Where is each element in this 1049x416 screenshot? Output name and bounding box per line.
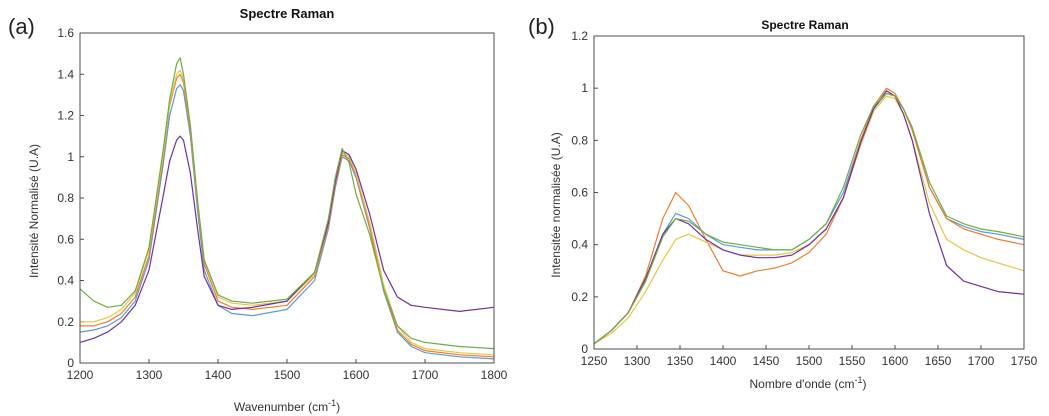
y-tick-label-b: 0.4 (571, 238, 588, 252)
panel-label-a: (a) (8, 14, 35, 39)
y-tick-label-b: 1 (581, 81, 588, 95)
y-tick-label-a: 1.2 (57, 109, 74, 123)
x-tick-label-a: 1400 (205, 368, 232, 382)
plot-frame-a (79, 32, 495, 364)
y-tick-label-b: 0 (581, 342, 588, 356)
x-tick-label-a: 1800 (481, 368, 508, 382)
plot-frame-b (593, 35, 1025, 350)
x-tick-label-b: 1300 (624, 354, 651, 368)
y-tick-label-b: 0.6 (571, 186, 588, 200)
x-tick-label-b: 1650 (925, 354, 952, 368)
x-tick-label-b: 1400 (710, 354, 737, 368)
series-line-a-1 (79, 83, 495, 360)
x-tick-label-a: 1300 (136, 368, 163, 382)
chart-panel-a: (a) Spectre Raman Intensité Normalisé (U… (8, 6, 508, 414)
x-tick-label-b: 1350 (667, 354, 694, 368)
x-tick-label-b: 1600 (882, 354, 909, 368)
x-tick-label-a: 1200 (67, 368, 94, 382)
chart-panel-b: (b) Spectre Raman Intensitée normalisée … (528, 14, 1038, 391)
series-line-a-3 (80, 69, 495, 356)
panel-label-b: (b) (528, 14, 555, 39)
series-line-b-5 (593, 92, 1025, 345)
series-line-b-2 (593, 87, 1025, 345)
y-tick-label-b: 1.2 (571, 29, 588, 43)
x-tick-label-b: 1550 (839, 354, 866, 368)
x-axis-label-a: Wavenumber (cm-1) (234, 398, 340, 414)
chart-title-b: Spectre Raman (761, 18, 848, 32)
y-tick-label-a: 1 (67, 150, 74, 164)
series-line-b-4 (593, 90, 1025, 345)
y-tick-label-a: 0.4 (57, 274, 74, 288)
x-tick-label-a: 1700 (412, 368, 439, 382)
series-line-a-4 (79, 135, 495, 343)
y-tick-label-b: 0.2 (571, 290, 588, 304)
x-tick-label-a: 1500 (274, 368, 301, 382)
y-tick-label-a: 0 (67, 356, 74, 370)
y-tick-label-a: 1.4 (57, 67, 74, 81)
x-tick-label-a: 1600 (343, 368, 370, 382)
x-tick-label-b: 1250 (581, 354, 608, 368)
x-axis-label-b: Nombre d'onde (cm-1) (749, 375, 866, 391)
y-tick-label-b: 0.8 (571, 133, 588, 147)
series-line-b-1 (593, 92, 1025, 345)
y-tick-label-a: 1.6 (57, 26, 74, 40)
y-tick-label-a: 0.8 (57, 191, 74, 205)
series-line-a-5 (79, 57, 495, 350)
chart-title-a: Spectre Raman (240, 6, 335, 21)
y-tick-label-a: 0.2 (57, 315, 74, 329)
x-tick-label-b: 1700 (968, 354, 995, 368)
y-tick-label-a: 0.6 (57, 232, 74, 246)
x-tick-label-b: 1750 (1011, 354, 1038, 368)
series-line-a-2 (80, 73, 495, 358)
x-tick-label-b: 1450 (753, 354, 780, 368)
y-axis-label-a: Intensité Normalisé (U.A) (27, 144, 41, 278)
series-line-b-3 (593, 95, 1025, 345)
x-tick-label-b: 1500 (796, 354, 823, 368)
y-axis-label-b: Intensitée normalisée (U.A) (549, 132, 563, 277)
